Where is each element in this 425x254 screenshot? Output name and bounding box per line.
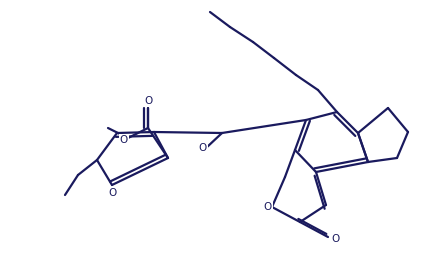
Text: O: O: [120, 135, 128, 145]
Text: O: O: [332, 234, 340, 244]
Text: O: O: [109, 188, 117, 198]
Text: O: O: [199, 143, 207, 153]
Text: O: O: [145, 96, 153, 106]
Text: O: O: [264, 202, 272, 212]
